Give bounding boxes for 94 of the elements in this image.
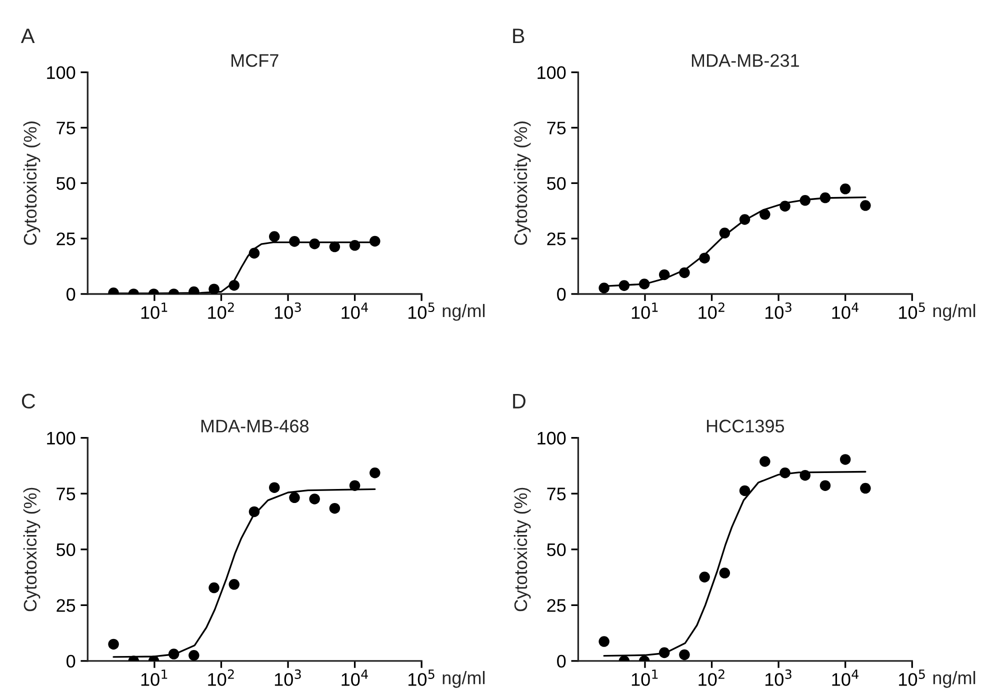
- point: [598, 282, 610, 294]
- point: [309, 494, 320, 504]
- x-tick-label: 10$^{3}$: [274, 302, 301, 319]
- y-axis-title: Cytotoxicity (%): [23, 488, 40, 612]
- point: [739, 485, 750, 496]
- y-tick-label: 25: [547, 232, 566, 246]
- point: [719, 568, 730, 578]
- point: [860, 200, 871, 211]
- point: [289, 492, 300, 504]
- point: [598, 636, 610, 647]
- x-tick-label: 10$^{1}$: [632, 670, 658, 686]
- point: [679, 267, 690, 278]
- y-tick-label: 0: [557, 654, 566, 668]
- y-tick-label: 0: [66, 654, 76, 668]
- y-tick-label: 100: [538, 66, 566, 79]
- x-tick-label: 10$^{2}$: [698, 302, 724, 319]
- y-tick-label: 0: [557, 288, 566, 301]
- x-tick-label: 10$^{2}$: [208, 669, 234, 686]
- y-tick-label: 100: [47, 66, 76, 79]
- point: [228, 579, 240, 590]
- x-tick-label: 10$^{1}$: [141, 302, 168, 319]
- x-tick-label: 10$^{2}$: [208, 302, 234, 319]
- point: [168, 648, 180, 660]
- point: [820, 192, 831, 204]
- y-tick-label: 25: [56, 232, 76, 246]
- x-tick-label: 10$^{4}$: [342, 302, 368, 319]
- x-tick-label: 10$^{2}$: [698, 669, 724, 686]
- point: [840, 184, 851, 194]
- point: [780, 467, 790, 478]
- text: D: [513, 394, 526, 408]
- x-tick-label: 10$^{3}$: [765, 669, 792, 686]
- y-tick-label: 50: [56, 177, 76, 190]
- point: [658, 269, 670, 280]
- chart-title: MDA-MB-231: [692, 54, 799, 67]
- point: [638, 278, 650, 290]
- y-tick-label: 75: [547, 122, 566, 134]
- point: [188, 650, 200, 661]
- point: [739, 214, 750, 225]
- point: [108, 638, 119, 650]
- y-tick-label: 50: [56, 543, 76, 556]
- point: [699, 252, 710, 264]
- x-axis-title: ng/ml: [933, 304, 976, 321]
- text: A: [20, 28, 35, 44]
- y-axis-title: Cytotoxicity (%): [514, 122, 531, 245]
- point: [800, 195, 810, 206]
- x-tick-label: 10$^{5}$: [899, 670, 925, 686]
- point: [719, 228, 730, 238]
- text: C: [22, 394, 36, 409]
- point: [329, 502, 340, 514]
- point: [699, 572, 710, 582]
- y-tick-label: 25: [547, 599, 566, 612]
- point: [679, 649, 690, 660]
- point: [800, 470, 810, 481]
- point: [840, 454, 851, 465]
- point: [780, 200, 790, 212]
- point: [248, 506, 260, 518]
- point: [618, 280, 630, 291]
- chart-title: HCC1395: [706, 420, 784, 432]
- x-tick-label: 10$^{1}$: [632, 302, 658, 319]
- point: [269, 482, 280, 493]
- point: [208, 582, 220, 594]
- point: [860, 482, 871, 494]
- x-tick-label: 10$^{3}$: [765, 302, 792, 319]
- x-tick-label: 10$^{4}$: [832, 670, 858, 686]
- x-axis-title: ng/ml: [442, 670, 485, 688]
- point: [820, 480, 831, 491]
- x-tick-label: 10$^{5}$: [408, 670, 434, 686]
- y-tick-label: 100: [538, 432, 566, 445]
- x-tick-label: 10$^{3}$: [274, 669, 301, 686]
- chart-title: MDA-MB-468: [201, 420, 309, 432]
- x-tick-label: 10$^{5}$: [408, 302, 434, 319]
- y-axis-title: Cytotoxicity (%): [23, 122, 40, 245]
- y-tick-label: 50: [547, 177, 566, 190]
- point: [760, 456, 770, 467]
- y-tick-label: 50: [547, 543, 566, 556]
- x-tick-label: 10$^{4}$: [342, 670, 368, 686]
- x-axis-title: ng/ml: [442, 304, 485, 321]
- point: [760, 209, 770, 220]
- point: [370, 467, 380, 478]
- x-tick-label: 10$^{1}$: [141, 670, 168, 686]
- x-tick-label: 10$^{4}$: [832, 302, 858, 319]
- chart-title: MCF7: [232, 54, 278, 67]
- y-tick-label: 75: [56, 122, 76, 134]
- y-axis-title: Cytotoxicity (%): [514, 488, 531, 612]
- y-tick-label: 25: [56, 599, 76, 612]
- point: [658, 647, 670, 658]
- x-axis-title: ng/ml: [933, 670, 976, 688]
- y-tick-label: 75: [56, 488, 76, 500]
- y-tick-label: 0: [66, 288, 76, 301]
- y-tick-label: 100: [47, 432, 76, 445]
- y-tick-label: 75: [547, 488, 566, 500]
- text: B: [513, 28, 524, 44]
- point: [349, 480, 360, 491]
- x-tick-label: 10$^{5}$: [899, 302, 925, 319]
